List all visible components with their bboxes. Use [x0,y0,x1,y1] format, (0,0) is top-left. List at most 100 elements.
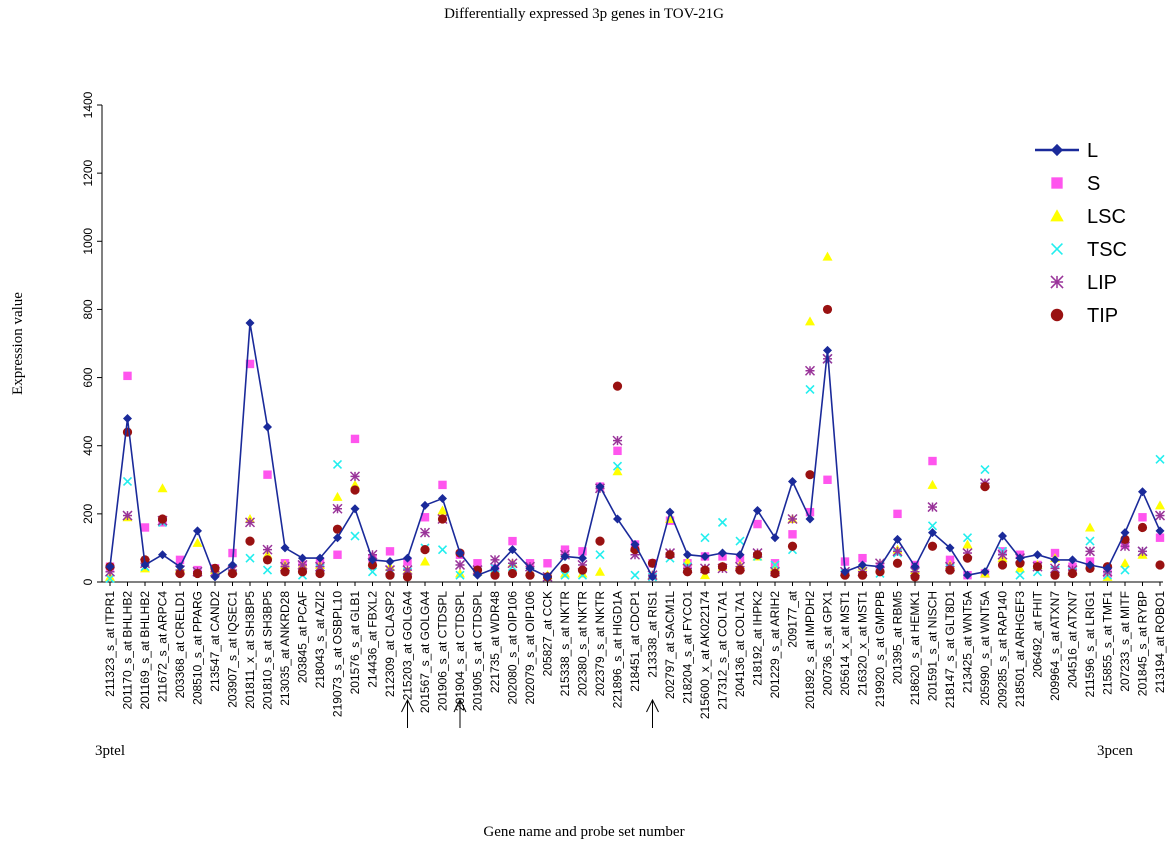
y-tick-label: 600 [81,367,95,387]
data-point [473,570,482,580]
data-point [350,504,360,514]
data-point [998,531,1007,541]
data-point [735,550,745,560]
data-point [560,563,570,573]
data-point [420,500,430,510]
data-point [1103,563,1112,573]
x-tick-label: 215203_at GOLGA4 [401,591,415,701]
marker-stroke [350,531,360,541]
data-point [787,541,798,551]
legend-item-lip: LIP [1050,272,1117,294]
data-point [123,371,132,381]
data-point [437,505,448,515]
data-point [402,565,413,576]
data-point [665,507,675,517]
x-tick-label: 211323_s_at ITPR1 [103,591,117,697]
marker-stroke [1015,570,1025,580]
data-point [1067,568,1078,579]
data-point [157,514,168,524]
x-tick-label: 201591_s_at NISCH [926,591,940,701]
data-point [438,494,447,504]
data-point [804,365,816,376]
marker-stroke [245,553,255,563]
data-point [332,491,343,501]
marker-stroke [367,567,378,577]
data-point [700,565,710,575]
marker-stroke [735,536,745,546]
y-ticks: 0 200 400 600 800 1000 1200 1400 [81,91,102,585]
marker-stroke [770,560,780,570]
axes [101,105,1163,583]
probe-arrow [646,698,659,728]
data-point [298,553,307,563]
x-tick-label: 205614_x_at MST1 [838,591,852,696]
x-tick-label: 201229_s_at ARIH2 [768,591,782,699]
data-point [1015,570,1025,580]
data-point [349,471,361,482]
legend-label: S [1087,173,1100,195]
x-tick-label: 200736_s_at GPX1 [821,591,835,696]
probe-arrow-head [646,698,659,713]
legend-item-lsc: LSC [1050,206,1126,228]
data-point [1155,560,1165,570]
data-point [1138,487,1147,497]
data-point [1050,548,1060,558]
legend-item-tsc: TSC [1051,239,1127,261]
data-point [823,345,832,355]
data-point [980,482,990,492]
x-tick-label: 206492_at FHIT [1031,590,1045,677]
x-tick-label: 209964_s_at ATXN7 [1048,591,1062,701]
data-point [315,568,325,579]
legend-item-s: S [1051,173,1100,195]
data-point [560,568,570,578]
data-point [420,545,430,555]
marker-stroke [262,565,273,575]
data-point [822,251,833,261]
data-point [560,551,570,561]
data-point [577,565,588,575]
x-tick-label: 215600_x_at AK022174 [698,591,712,719]
data-point [927,541,938,551]
data-point [192,568,203,579]
data-point [770,568,780,579]
marker-stroke [105,574,115,584]
data-point [718,548,727,558]
marker-stroke [717,517,728,527]
data-point [473,559,482,568]
data-point [122,427,133,437]
x-tick-label: 201811_x_at SH3BP5 [243,591,257,709]
data-point [315,553,325,563]
data-point [140,560,150,570]
data-point [333,550,342,559]
legend-marker [1051,177,1063,189]
x-tick-label: 212309_at CLASP2 [383,591,397,697]
data-point [490,570,500,580]
data-point [595,536,605,546]
x-tick-label: 202380_s_at NKTR [576,591,590,697]
data-point [927,502,938,513]
data-point [332,459,343,470]
data-point [1120,565,1130,575]
data-point [805,384,815,395]
x-tick-label: 218451_at CDCP1 [628,591,642,692]
x-tick-label: 218192_at IHPK2 [751,591,765,686]
data-point [193,526,202,536]
x-tick-label: 202080_s_at OIP106 [506,591,520,705]
data-point [438,480,447,490]
data-point [1015,553,1025,563]
data-point [962,533,973,543]
marker-stroke [805,384,815,395]
marker-stroke [980,464,990,475]
data-point [350,531,360,541]
data-point [928,456,937,466]
x-tick-label: 202379_s_at NKTR [593,591,607,697]
legend-label: TIP [1087,305,1118,327]
data-point [700,570,710,580]
data-point [700,533,710,543]
data-point [805,514,815,524]
data-point [595,566,605,576]
marker-stroke [612,461,623,471]
legend-label: LSC [1087,206,1126,228]
data-point [1085,560,1095,570]
x-tick-label: 219073_s_at OSBPL10 [331,591,345,717]
